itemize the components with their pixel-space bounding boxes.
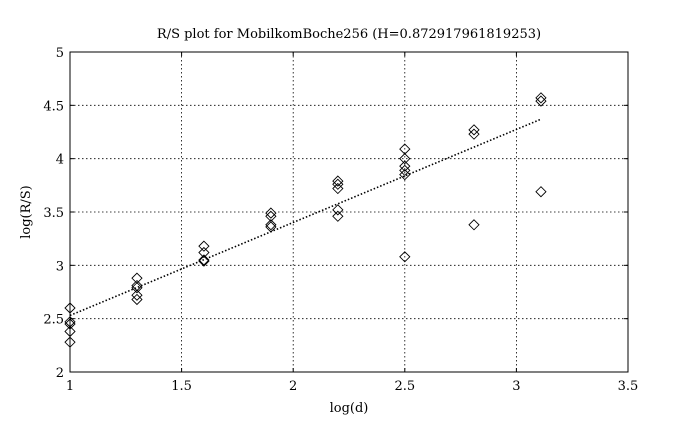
data-point-diamond bbox=[131, 293, 143, 306]
y-tick-label: 3 bbox=[56, 259, 64, 274]
data-point-diamond bbox=[332, 178, 344, 190]
data-points bbox=[64, 92, 547, 348]
data-point-diamond bbox=[535, 186, 547, 198]
data-point-diamond bbox=[265, 221, 277, 233]
data-point-diamond bbox=[399, 160, 411, 172]
data-point-diamond bbox=[64, 336, 76, 348]
fit-line-group bbox=[69, 118, 542, 317]
plot-area-frame bbox=[69, 51, 629, 373]
y-tick-label: 5 bbox=[56, 46, 64, 61]
data-point-diamond bbox=[399, 153, 411, 165]
x-tick-label: 1.5 bbox=[171, 379, 192, 394]
data-point-diamond bbox=[198, 240, 210, 252]
fit-line bbox=[69, 118, 542, 317]
x-axis-label: log(d) bbox=[330, 401, 369, 416]
x-tick-label: 2.5 bbox=[394, 379, 415, 394]
data-point-diamond bbox=[198, 246, 210, 259]
y-tick-label: 2 bbox=[56, 366, 64, 381]
data-point-diamond bbox=[332, 182, 344, 195]
data-point-diamond bbox=[198, 254, 210, 266]
data-point-diamond bbox=[131, 289, 143, 301]
data-point-diamond bbox=[332, 204, 344, 216]
data-point-diamond bbox=[535, 95, 547, 107]
data-point-diamond bbox=[468, 219, 480, 231]
y-tick-label: 4 bbox=[56, 153, 64, 168]
data-point-diamond bbox=[265, 207, 277, 219]
x-tick-label: 2 bbox=[289, 379, 297, 394]
x-tick-label: 3 bbox=[512, 379, 520, 394]
data-point-diamond bbox=[64, 325, 76, 338]
data-point-diamond bbox=[64, 302, 76, 314]
y-axis-label: log(R/S) bbox=[19, 185, 34, 239]
data-point-diamond bbox=[399, 251, 411, 263]
data-point-diamond bbox=[265, 219, 277, 231]
data-point-diamond bbox=[399, 169, 411, 181]
tick-labels: 1 1.5 2 2.5 3 3.5 2 2.5 3 3.5 4 4.5 5 bbox=[43, 46, 638, 394]
data-point-diamond bbox=[468, 128, 480, 140]
chart-title: R/S plot for MobilkomBoche256 (H=0.87291… bbox=[157, 27, 541, 42]
data-point-diamond bbox=[198, 255, 210, 267]
data-point-diamond bbox=[399, 164, 411, 177]
data-point-diamond bbox=[468, 124, 480, 136]
data-point-diamond bbox=[64, 318, 76, 330]
x-tick-label: 1 bbox=[66, 379, 74, 394]
x-tick-label: 3.5 bbox=[618, 379, 639, 394]
y-tick-label: 4.5 bbox=[43, 99, 64, 114]
data-point-diamond bbox=[332, 210, 344, 222]
data-point-diamond bbox=[332, 175, 344, 187]
data-point-diamond bbox=[131, 282, 143, 294]
y-tick-label: 3.5 bbox=[43, 206, 64, 221]
y-tick-label: 2.5 bbox=[43, 313, 64, 328]
data-point-diamond bbox=[535, 92, 547, 104]
data-point-diamond bbox=[265, 210, 277, 222]
